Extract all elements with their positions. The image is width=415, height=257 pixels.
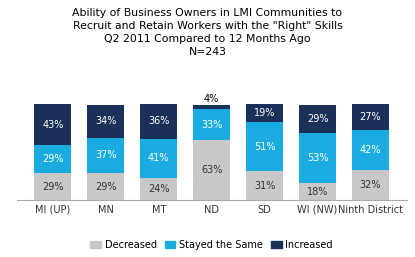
Bar bbox=[87, 105, 124, 138]
Text: 29%: 29% bbox=[307, 114, 328, 124]
Bar bbox=[34, 145, 71, 173]
Bar bbox=[34, 104, 71, 145]
Bar bbox=[299, 105, 336, 133]
Text: 24%: 24% bbox=[148, 184, 169, 194]
Text: 29%: 29% bbox=[95, 182, 117, 192]
Bar bbox=[87, 138, 124, 173]
Text: 29%: 29% bbox=[42, 182, 63, 192]
Bar bbox=[246, 104, 283, 122]
Bar bbox=[246, 171, 283, 200]
Text: 51%: 51% bbox=[254, 142, 275, 152]
Text: 29%: 29% bbox=[42, 154, 63, 164]
Bar bbox=[299, 133, 336, 183]
Bar bbox=[352, 104, 389, 130]
Bar bbox=[193, 105, 230, 109]
Text: 63%: 63% bbox=[201, 166, 222, 176]
Text: 31%: 31% bbox=[254, 181, 275, 191]
Bar bbox=[34, 173, 71, 200]
Text: 43%: 43% bbox=[42, 120, 63, 130]
Text: Ability of Business Owners in LMI Communities to
Recruit and Retain Workers with: Ability of Business Owners in LMI Commun… bbox=[73, 8, 342, 57]
Text: 36%: 36% bbox=[148, 116, 169, 126]
Bar bbox=[193, 141, 230, 200]
Text: 4%: 4% bbox=[204, 94, 219, 104]
Bar bbox=[140, 139, 177, 178]
Bar bbox=[140, 104, 177, 139]
Text: 32%: 32% bbox=[360, 180, 381, 190]
Text: 37%: 37% bbox=[95, 150, 117, 160]
Bar bbox=[299, 183, 336, 200]
Bar bbox=[140, 178, 177, 200]
Legend: Decreased, Stayed the Same, Increased: Decreased, Stayed the Same, Increased bbox=[86, 236, 337, 254]
Text: 53%: 53% bbox=[307, 153, 328, 163]
Text: 27%: 27% bbox=[360, 112, 381, 122]
Bar bbox=[87, 173, 124, 200]
Text: 41%: 41% bbox=[148, 153, 169, 163]
Text: 33%: 33% bbox=[201, 120, 222, 130]
Text: 19%: 19% bbox=[254, 108, 275, 118]
Bar bbox=[352, 130, 389, 170]
Text: 42%: 42% bbox=[360, 145, 381, 155]
Bar bbox=[193, 109, 230, 141]
Text: 34%: 34% bbox=[95, 116, 117, 126]
Bar bbox=[352, 170, 389, 200]
Bar bbox=[246, 122, 283, 171]
Text: 18%: 18% bbox=[307, 187, 328, 197]
